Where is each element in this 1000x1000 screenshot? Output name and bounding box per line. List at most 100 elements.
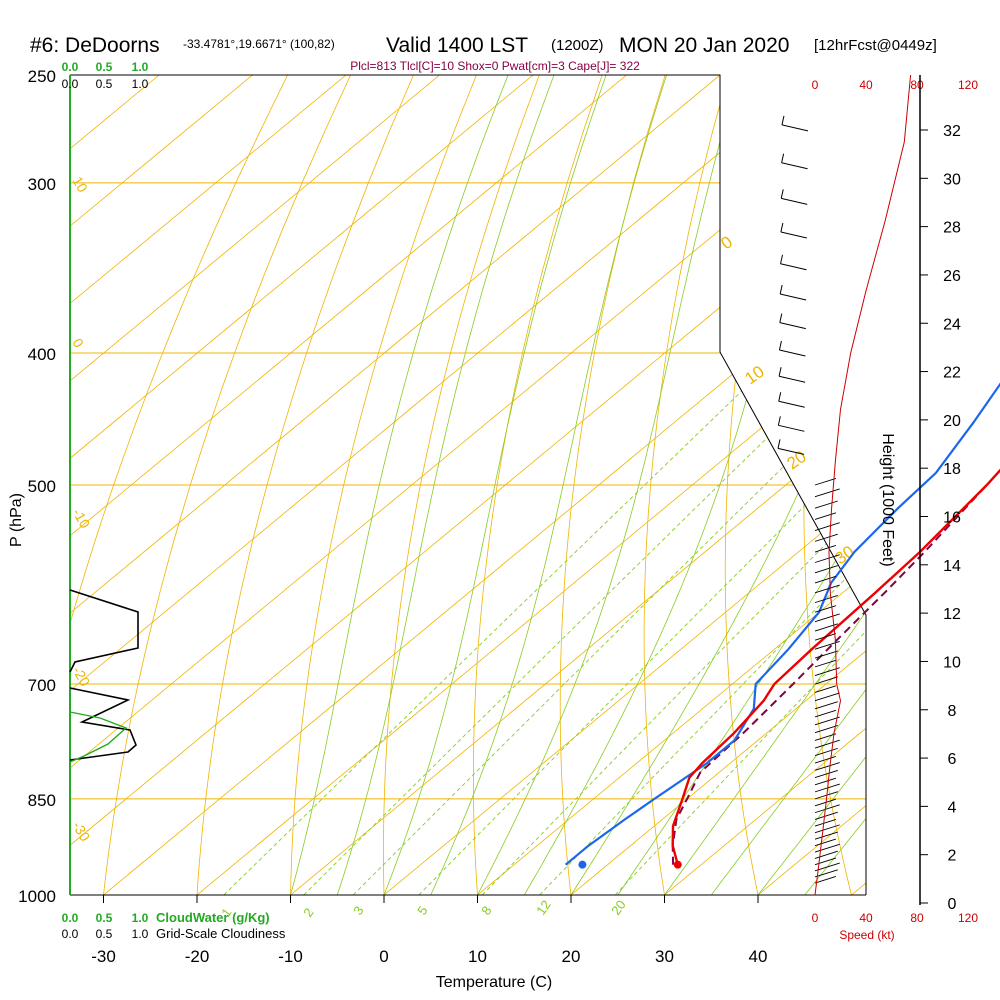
x-tick-label: 20 xyxy=(562,947,581,966)
height-tick-label: 4 xyxy=(948,799,957,816)
wind-barb-upper xyxy=(778,375,806,383)
wind-barb xyxy=(814,747,838,756)
wind-barb xyxy=(814,633,837,641)
x-tick-label: 0 xyxy=(379,947,388,966)
cloudiness-label: Grid-Scale Cloudiness xyxy=(156,926,286,941)
dry-adiabat-line xyxy=(643,75,729,895)
wind-barb xyxy=(814,512,837,520)
height-tick-label: 0 xyxy=(948,896,957,913)
forecast-date: MON 20 Jan 2020 xyxy=(619,34,789,57)
wind-barb xyxy=(814,584,840,594)
cloud-water-tick-top: 1.0 xyxy=(132,60,149,74)
cloudiness-tick-top: 1.0 xyxy=(132,77,149,91)
wind-barb xyxy=(814,554,840,563)
wind-barb xyxy=(814,575,837,584)
adiabat-label-right: 10 xyxy=(741,362,767,388)
speed-profile-line xyxy=(814,74,912,896)
height-tick-label: 30 xyxy=(943,171,961,188)
wind-barb-upper xyxy=(779,349,806,357)
dry-adiabat-line xyxy=(196,75,414,895)
isotherm-line xyxy=(383,75,866,895)
wind-barb xyxy=(814,824,840,834)
moist-adiabat-line xyxy=(477,75,739,895)
utc-time: (1200Z) xyxy=(551,37,604,54)
wind-barb xyxy=(814,701,838,710)
x-tick-label: 40 xyxy=(749,947,768,966)
wind-barb xyxy=(814,755,837,764)
mixing-ratio-line xyxy=(539,352,866,895)
surface-dewpoint-dot xyxy=(578,860,587,869)
wind-barb-flag xyxy=(781,115,785,125)
wind-barb-upper xyxy=(780,263,807,271)
moist-adiabat-line xyxy=(710,75,866,895)
wind-barb xyxy=(814,605,837,613)
wind-barb xyxy=(814,857,837,866)
p-tick-label: 500 xyxy=(28,477,56,496)
cloud-water-profile xyxy=(69,711,128,763)
cloud-water-tick-top: 0.0 xyxy=(62,60,79,74)
mixing-ratio-label: 8 xyxy=(478,903,494,918)
wind-barb xyxy=(814,725,838,734)
wind-barb-upper xyxy=(780,231,807,239)
p-tick-label: 700 xyxy=(28,676,56,695)
p-tick-label: 1000 xyxy=(18,887,56,906)
isotherm-line xyxy=(477,75,866,895)
mixing-ratio-label: 2 xyxy=(300,905,316,920)
cloud-water-tick-bottom: 0.5 xyxy=(96,911,113,925)
wind-barb xyxy=(814,769,838,779)
moist-adiabat-line xyxy=(383,75,607,895)
dry-adiabat-line xyxy=(290,75,477,895)
y-axis-title: P (hPa) xyxy=(8,493,25,547)
wind-barb xyxy=(814,709,837,718)
wind-barb xyxy=(814,838,837,847)
wind-barb xyxy=(814,739,840,749)
moist-adiabat-lines xyxy=(290,75,866,895)
wind-barb-flag xyxy=(780,189,784,199)
dry-adiabat-line xyxy=(103,75,351,895)
wind-barb xyxy=(814,659,837,668)
adiabat-label-left: -10 xyxy=(69,506,93,532)
height-tick-label: 10 xyxy=(943,654,961,671)
cloudiness-tick-top: 0.5 xyxy=(96,77,113,91)
height-tick-label: 6 xyxy=(948,751,957,768)
wind-barb xyxy=(814,685,837,693)
sounding-profiles xyxy=(564,382,1000,869)
cloud-water-tick-top: 0.5 xyxy=(96,60,113,74)
height-tick-label: 22 xyxy=(943,365,961,382)
adiabat-label-left: -30 xyxy=(69,819,93,845)
wind-barb-upper xyxy=(779,322,806,330)
wind-barb xyxy=(814,811,838,820)
speed-tick-top: 40 xyxy=(859,78,873,92)
moist-adiabat-line xyxy=(430,75,667,895)
temperature-trace xyxy=(671,468,1000,866)
dewpoint-trace xyxy=(564,382,1000,866)
isobar-lines xyxy=(70,74,866,896)
speed-tick-top: 80 xyxy=(910,78,924,92)
cloudiness-profile-upper xyxy=(69,589,139,673)
speed-tick-bottom: 0 xyxy=(812,911,819,925)
moist-adiabat-line xyxy=(664,75,866,895)
speed-tick-top: 120 xyxy=(958,78,978,92)
valid-time: Valid 1400 LST xyxy=(386,34,528,57)
isotherm-line xyxy=(851,75,866,895)
wind-barb-flag xyxy=(780,254,784,264)
wind-barb xyxy=(814,692,840,702)
cloud-water-label: CloudWater (g/Kg) xyxy=(156,910,270,925)
wind-barb-upper xyxy=(777,447,805,455)
x-tick-label: 10 xyxy=(468,947,487,966)
height-tick-label: 16 xyxy=(943,510,961,527)
moist-adiabat-line xyxy=(290,75,509,895)
plot-frame xyxy=(70,74,867,895)
height-tick-label: 18 xyxy=(943,461,961,478)
mixing-ratio-line xyxy=(223,352,782,895)
wind-barb xyxy=(814,798,837,807)
mixing-ratio-label: 5 xyxy=(414,903,430,918)
height-tick-label: 24 xyxy=(943,316,961,333)
height-tick-label: 8 xyxy=(948,703,957,720)
isotherm-line xyxy=(70,75,253,895)
sounding-params: Plcl=813 Tlcl[C]=10 Shox=0 Pwat[cm]=3 Ca… xyxy=(350,59,640,73)
